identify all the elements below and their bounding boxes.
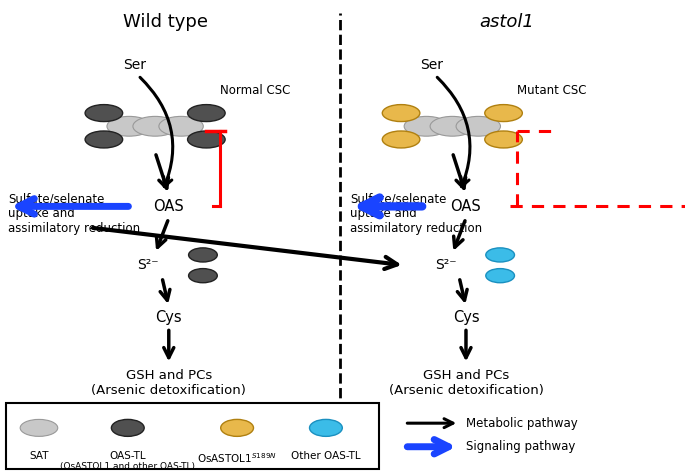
Ellipse shape [430,116,475,136]
Text: OsASTOL1$^{S189N}$: OsASTOL1$^{S189N}$ [197,451,277,465]
Text: (OsASTOL1 and other OAS-TL): (OsASTOL1 and other OAS-TL) [60,462,196,471]
Text: Normal CSC: Normal CSC [220,85,290,97]
Ellipse shape [187,104,225,122]
Text: Cys: Cys [453,310,480,324]
Ellipse shape [456,116,501,136]
Text: astol1: astol1 [480,13,534,31]
Ellipse shape [85,131,123,148]
FancyBboxPatch shape [6,403,379,469]
Text: Ser: Ser [123,58,146,72]
Ellipse shape [382,131,420,148]
Ellipse shape [111,419,144,437]
Text: Wild type: Wild type [123,13,208,31]
Ellipse shape [486,268,514,283]
Ellipse shape [189,268,217,283]
Ellipse shape [221,419,254,437]
Ellipse shape [159,116,203,136]
Ellipse shape [486,248,514,262]
Text: OAS: OAS [451,199,482,214]
Ellipse shape [187,131,225,148]
Ellipse shape [85,104,123,122]
Text: SAT: SAT [29,451,49,461]
Ellipse shape [485,131,522,148]
Ellipse shape [20,419,58,437]
Ellipse shape [309,419,342,437]
Text: S²⁻: S²⁻ [435,258,456,272]
Ellipse shape [189,248,217,262]
Text: Sulfate/selenate
uptake and
assimilatory reduction: Sulfate/selenate uptake and assimilatory… [350,192,482,235]
Text: Sulfate/selenate
uptake and
assimilatory reduction: Sulfate/selenate uptake and assimilatory… [8,192,141,235]
Ellipse shape [485,104,522,122]
Ellipse shape [107,116,152,136]
Text: OAS-TL: OAS-TL [110,451,146,461]
Text: S²⁻: S²⁻ [137,258,159,272]
Ellipse shape [133,116,177,136]
Text: Signaling pathway: Signaling pathway [466,440,576,453]
Text: Ser: Ser [421,58,443,72]
Text: Cys: Cys [156,310,182,324]
Text: OAS: OAS [154,199,184,214]
Text: Other OAS-TL: Other OAS-TL [291,451,361,461]
Ellipse shape [404,116,449,136]
Text: Mutant CSC: Mutant CSC [517,85,587,97]
Ellipse shape [382,104,420,122]
Text: GSH and PCs
(Arsenic detoxification): GSH and PCs (Arsenic detoxification) [388,369,543,397]
Text: GSH and PCs
(Arsenic detoxification): GSH and PCs (Arsenic detoxification) [91,369,246,397]
Text: Metabolic pathway: Metabolic pathway [466,417,578,430]
